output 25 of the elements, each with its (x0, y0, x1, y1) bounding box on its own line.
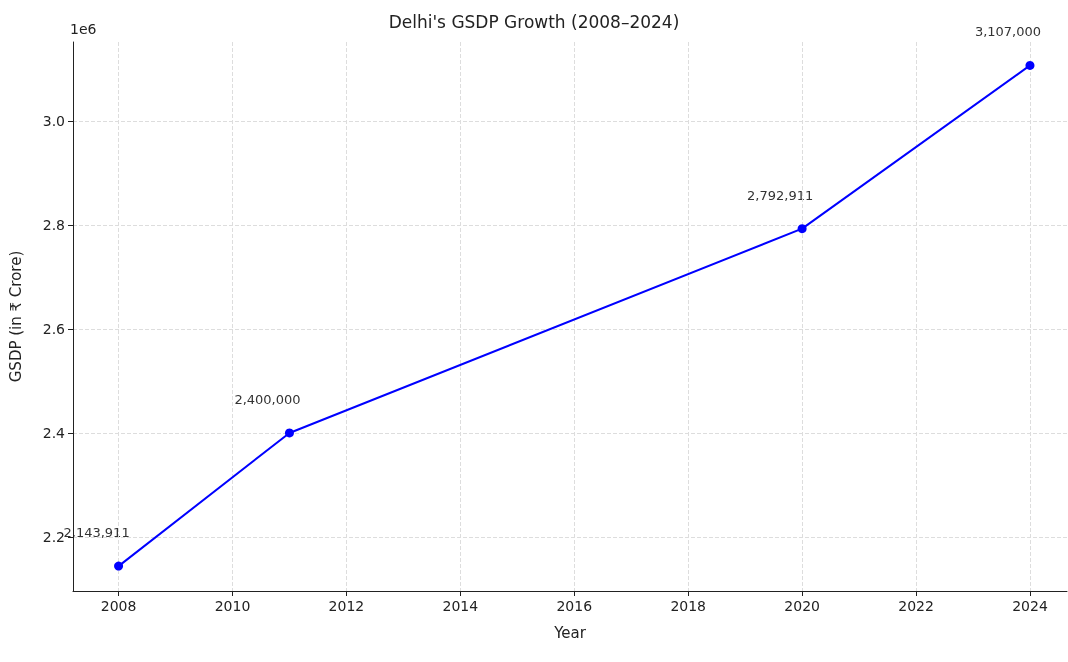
annotation: 2,400,000 (234, 391, 301, 407)
point (1025, 60, 1035, 70)
x-tick-label: 2016 (556, 598, 593, 614)
y-tick-label: 3.0 (42, 113, 65, 130)
x-tick-label: 2014 (442, 598, 479, 614)
y-axis-title: GSDP (in ₹ Crore) (6, 250, 25, 383)
x-tick-label: 2018 (670, 598, 707, 614)
x-tick-label: 2008 (100, 598, 137, 614)
annotation: 3,107,000 (974, 24, 1042, 40)
text: 1e6 (70, 21, 97, 37)
y-tick-label: 2.6 (42, 320, 66, 337)
point (114, 561, 124, 571)
y-tick-label: 2.8 (42, 217, 65, 233)
annotation: 2,792,911 (747, 187, 814, 203)
point (797, 224, 807, 234)
x-tick-label: 2024 (1012, 598, 1048, 614)
y-tick-label: 2.2 (42, 528, 65, 545)
x-axis-title: Year (553, 623, 587, 642)
x-tick-label: 2012 (328, 598, 365, 614)
x-tick-label: 2022 (898, 598, 934, 614)
y-tick-label: 2.4 (42, 424, 66, 441)
point (284, 428, 294, 438)
x-tick-label: 2010 (214, 598, 251, 614)
chart-title: Delhi's GSDP Growth (2008–2024) (388, 11, 680, 32)
x-tick-label: 2020 (784, 598, 820, 614)
